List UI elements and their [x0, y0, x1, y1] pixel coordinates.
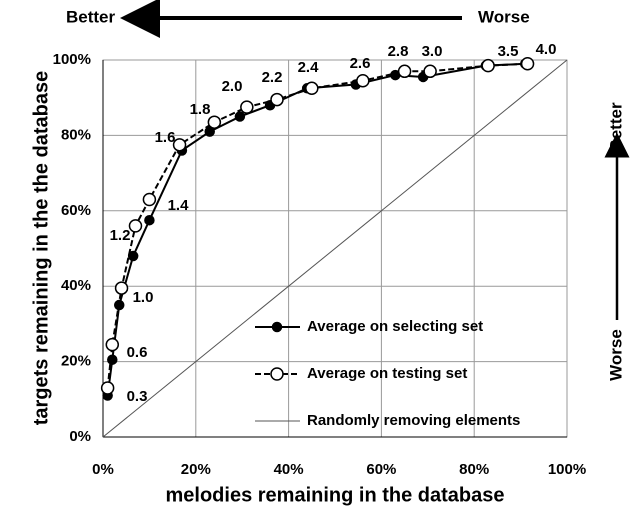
- y-tick-label: 60%: [61, 202, 91, 219]
- y-axis-title: targets remaining in the the database: [30, 71, 52, 426]
- x-tick-label: 20%: [181, 461, 211, 478]
- x-tick-label: 0%: [92, 461, 114, 478]
- series-line: [102, 59, 568, 438]
- legend-label: Randomly removing elements: [307, 412, 520, 429]
- data-point: [107, 354, 118, 365]
- legend-marker: [271, 321, 283, 333]
- point-label: 3.5: [498, 43, 519, 60]
- point-label: 2.6: [350, 55, 371, 72]
- point-label: 4.0: [536, 41, 557, 58]
- y-tick-label: 100%: [53, 51, 91, 68]
- y-tick-label: 80%: [61, 126, 91, 143]
- point-label: 1.8: [190, 101, 211, 118]
- x-axis-title: melodies remaining in the database: [166, 484, 505, 506]
- point-label: 2.8: [388, 43, 409, 60]
- y-tick-label: 0%: [69, 428, 91, 445]
- legend-marker: [270, 367, 284, 381]
- y-tick-label: 20%: [61, 353, 91, 370]
- data-point: [100, 381, 115, 395]
- data-point: [142, 192, 157, 207]
- legend-label: Average on testing set: [307, 365, 467, 382]
- point-label: 0.3: [127, 388, 148, 405]
- annotation: Better: [606, 102, 625, 152]
- data-point: [234, 111, 246, 122]
- series-line: [106, 62, 526, 396]
- point-label: 1.0: [133, 289, 154, 306]
- data-point: [204, 126, 215, 137]
- data-point: [127, 250, 139, 262]
- series-line: [106, 62, 528, 389]
- x-tick-label: 60%: [366, 461, 396, 478]
- point-label: 1.4: [168, 197, 190, 214]
- annotation: Worse: [606, 329, 625, 381]
- data-point: [397, 64, 412, 79]
- x-tick-label: 40%: [274, 461, 304, 478]
- annotation: Better: [66, 7, 116, 26]
- data-point: [240, 100, 254, 114]
- data-point: [481, 58, 495, 73]
- data-point: [128, 219, 143, 233]
- x-tick-label: 80%: [459, 461, 489, 478]
- data-point: [172, 138, 187, 152]
- y-tick-label: 40%: [61, 277, 91, 294]
- point-label: 2.2: [262, 69, 283, 86]
- point-label: 2.4: [298, 59, 320, 76]
- data-point: [270, 92, 284, 107]
- data-point: [356, 73, 370, 88]
- point-label: 2.0: [222, 78, 243, 95]
- point-label: 3.0: [422, 43, 443, 60]
- data-point: [423, 64, 437, 79]
- data-point: [305, 81, 319, 96]
- annotation: Worse: [478, 7, 530, 26]
- x-tick-label: 100%: [548, 461, 586, 478]
- data-point: [114, 281, 129, 295]
- data-point: [144, 214, 155, 226]
- point-label: 1.6: [155, 129, 176, 146]
- point-label: 0.6: [127, 344, 148, 361]
- data-point: [520, 57, 535, 71]
- point-label: 1.2: [110, 227, 131, 244]
- data-point: [105, 337, 120, 352]
- legend-label: Average on selecting set: [307, 318, 483, 335]
- data-point: [207, 115, 222, 129]
